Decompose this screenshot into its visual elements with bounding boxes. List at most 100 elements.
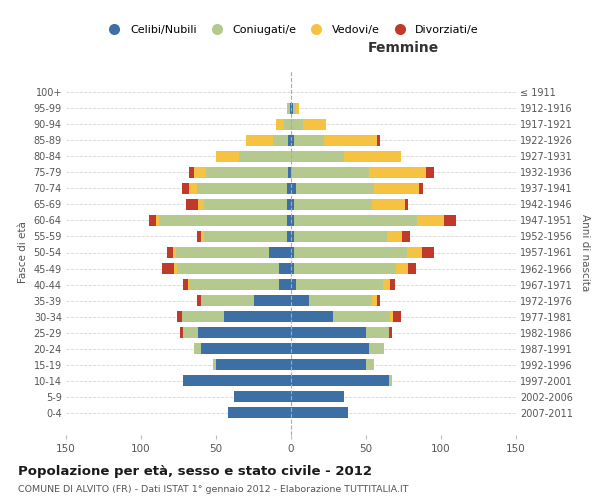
Bar <box>287 182 291 194</box>
Bar <box>279 262 291 274</box>
Bar <box>279 279 291 290</box>
Bar <box>393 311 401 322</box>
Bar <box>366 327 389 338</box>
Bar <box>372 295 377 306</box>
Bar <box>383 279 390 290</box>
Bar <box>291 102 293 114</box>
Bar <box>377 295 380 306</box>
Bar <box>408 262 415 274</box>
Bar <box>162 262 174 274</box>
Bar <box>167 246 173 258</box>
Bar <box>284 118 291 130</box>
Bar <box>177 311 182 322</box>
Bar <box>390 279 395 290</box>
Bar <box>288 134 291 146</box>
Bar <box>216 150 239 162</box>
Bar <box>291 311 333 322</box>
Bar <box>197 230 201 242</box>
Bar <box>291 134 294 146</box>
Bar <box>213 359 216 370</box>
Bar <box>216 359 291 370</box>
Y-axis label: Anni di nascita: Anni di nascita <box>580 214 590 291</box>
Bar <box>294 198 372 210</box>
Bar <box>198 198 204 210</box>
Bar <box>294 214 417 226</box>
Bar <box>372 198 405 210</box>
Bar <box>389 375 392 386</box>
Bar <box>205 166 288 178</box>
Bar <box>159 214 287 226</box>
Bar <box>369 343 384 354</box>
Bar <box>183 375 291 386</box>
Bar <box>294 262 396 274</box>
Bar <box>273 134 288 146</box>
Bar <box>187 279 189 290</box>
Bar <box>405 198 408 210</box>
Bar <box>193 343 201 354</box>
Bar <box>296 102 299 114</box>
Bar <box>426 166 433 178</box>
Bar <box>291 343 369 354</box>
Bar <box>291 182 296 194</box>
Bar <box>402 230 409 242</box>
Bar <box>201 295 254 306</box>
Bar <box>183 327 198 338</box>
Bar <box>291 230 294 242</box>
Bar <box>291 198 294 210</box>
Bar <box>444 214 456 226</box>
Bar <box>183 279 187 290</box>
Bar <box>291 359 366 370</box>
Bar <box>239 150 291 162</box>
Bar <box>234 391 291 402</box>
Bar <box>149 214 156 226</box>
Bar <box>180 327 183 338</box>
Bar <box>204 198 287 210</box>
Bar <box>254 295 291 306</box>
Bar <box>291 118 303 130</box>
Bar <box>293 102 296 114</box>
Bar <box>421 246 433 258</box>
Bar <box>369 166 426 178</box>
Bar <box>294 246 407 258</box>
Legend: Celibi/Nubili, Coniugati/e, Vedovi/e, Divorziati/e: Celibi/Nubili, Coniugati/e, Vedovi/e, Di… <box>99 21 483 40</box>
Bar <box>201 230 204 242</box>
Bar <box>373 182 419 194</box>
Bar <box>291 262 294 274</box>
Bar <box>173 246 176 258</box>
Bar <box>189 182 197 194</box>
Bar <box>291 295 309 306</box>
Bar <box>287 102 290 114</box>
Bar <box>294 134 324 146</box>
Bar <box>182 182 189 194</box>
Bar <box>198 327 291 338</box>
Bar <box>197 295 201 306</box>
Bar <box>177 262 279 274</box>
Text: Popolazione per età, sesso e stato civile - 2012: Popolazione per età, sesso e stato civil… <box>18 465 372 478</box>
Bar <box>156 214 159 226</box>
Bar <box>223 311 291 322</box>
Bar <box>390 311 393 322</box>
Bar <box>291 407 348 418</box>
Bar <box>291 327 366 338</box>
Bar <box>182 311 223 322</box>
Y-axis label: Fasce di età: Fasce di età <box>18 222 28 284</box>
Bar <box>189 166 193 178</box>
Bar <box>407 246 421 258</box>
Bar <box>204 230 287 242</box>
Bar <box>287 214 291 226</box>
Bar <box>333 311 390 322</box>
Bar <box>324 134 377 146</box>
Bar <box>291 166 369 178</box>
Bar <box>176 246 269 258</box>
Bar <box>303 118 325 130</box>
Bar <box>291 279 296 290</box>
Bar <box>269 246 291 258</box>
Bar <box>396 262 408 274</box>
Bar <box>189 279 279 290</box>
Bar <box>201 343 291 354</box>
Bar <box>309 295 372 306</box>
Bar <box>287 198 291 210</box>
Bar <box>291 214 294 226</box>
Text: Femmine: Femmine <box>368 42 439 56</box>
Bar <box>287 230 291 242</box>
